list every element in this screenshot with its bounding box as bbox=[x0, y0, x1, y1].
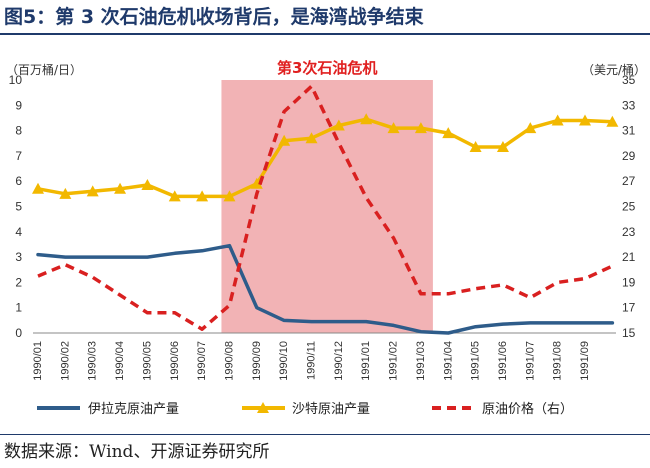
right-tick-label: 33 bbox=[622, 98, 636, 112]
saudi-point-marker bbox=[524, 122, 537, 134]
x-tick-label: 1991/03 bbox=[415, 341, 427, 381]
right-tick-label: 19 bbox=[622, 275, 636, 289]
right-tick-label: 21 bbox=[622, 250, 636, 264]
series-line-saudi bbox=[36, 117, 615, 199]
x-tick-label: 1991/09 bbox=[579, 341, 591, 381]
saudi-point-marker bbox=[278, 134, 291, 146]
x-tick-label: 1991/01 bbox=[360, 341, 372, 381]
left-tick-label: 6 bbox=[15, 174, 22, 188]
saudi-point-marker bbox=[86, 185, 99, 197]
saudi-point-marker bbox=[551, 114, 564, 126]
left-tick-label: 3 bbox=[15, 250, 22, 264]
left-axis-unit: （百万桶/日） bbox=[6, 62, 82, 77]
x-tick-label: 1990/07 bbox=[196, 341, 208, 381]
left-tick-label: 7 bbox=[15, 149, 22, 163]
saudi-point-marker bbox=[114, 182, 127, 194]
saudi-point-marker bbox=[469, 141, 482, 153]
x-tick-label: 1991/07 bbox=[524, 341, 536, 381]
saudi-point-marker bbox=[360, 113, 373, 125]
series-line-iraq bbox=[36, 243, 615, 335]
right-tick-label: 25 bbox=[622, 200, 636, 214]
x-tick-label: 1990/03 bbox=[87, 341, 99, 381]
left-tick-label: 9 bbox=[15, 98, 22, 112]
x-tick-label: 1990/05 bbox=[141, 341, 153, 381]
saudi-point-marker bbox=[223, 190, 236, 202]
left-tick-label: 2 bbox=[15, 275, 22, 289]
right-tick-label: 15 bbox=[622, 326, 636, 340]
saudi-point-marker bbox=[496, 141, 509, 153]
saudi-point-marker bbox=[387, 122, 400, 134]
saudi-point-marker bbox=[196, 190, 209, 202]
right-tick-label: 31 bbox=[622, 124, 636, 138]
left-tick-label: 0 bbox=[15, 326, 22, 340]
saudi-point-marker bbox=[141, 178, 154, 190]
figure-title: 图5：第 3 次石油危机收场背后，是海湾战争结束 bbox=[4, 6, 424, 28]
x-tick-label: 1990/04 bbox=[114, 341, 126, 381]
saudi-point-marker bbox=[332, 119, 345, 131]
saudi-point-marker bbox=[442, 127, 455, 139]
legend-label-oil-price: 原油价格（右） bbox=[482, 401, 573, 417]
legend-label-saudi: 沙特原油产量 bbox=[292, 402, 370, 417]
x-tick-label: 1991/05 bbox=[470, 341, 482, 381]
x-tick-label: 1990/02 bbox=[59, 341, 71, 381]
left-tick-label: 4 bbox=[15, 225, 22, 239]
title-rule bbox=[0, 33, 650, 35]
left-tick-label: 5 bbox=[15, 200, 22, 214]
right-axis-unit: （美元/桶） bbox=[582, 62, 646, 77]
left-tick-label: 8 bbox=[15, 124, 22, 138]
right-tick-label: 17 bbox=[622, 301, 636, 315]
right-tick-label: 29 bbox=[622, 149, 636, 163]
source-note: 数据来源：Wind、开源证券研究所 bbox=[4, 442, 270, 462]
x-tick-label: 1991/06 bbox=[497, 341, 509, 381]
saudi-point-marker bbox=[579, 114, 591, 126]
saudi-point-marker bbox=[59, 187, 72, 199]
left-tick-label: 10 bbox=[9, 73, 23, 87]
saudi-point-marker bbox=[250, 177, 263, 189]
x-tick-label: 1990/12 bbox=[333, 341, 345, 381]
legend-marker-saudi bbox=[257, 402, 269, 413]
saudi-point-marker bbox=[32, 182, 44, 194]
x-tick-label: 1990/10 bbox=[278, 341, 290, 381]
chart-svg: 第3次石油危机 （百万桶/日） （美元/桶） 01234567891015171… bbox=[6, 59, 646, 417]
left-tick-label: 1 bbox=[15, 301, 22, 315]
saudi-point-marker bbox=[305, 132, 318, 144]
x-tick-label: 1990/08 bbox=[223, 341, 235, 381]
series-line-oil-price bbox=[37, 84, 614, 331]
saudi-point-marker bbox=[606, 115, 619, 127]
x-tick-label: 1991/04 bbox=[442, 341, 454, 381]
right-tick-label: 35 bbox=[622, 73, 636, 87]
x-tick-label: 1991/02 bbox=[388, 341, 400, 381]
x-tick-label: 1990/01 bbox=[32, 341, 44, 381]
right-tick-label: 23 bbox=[622, 225, 636, 239]
x-tick-label: 1991/08 bbox=[552, 341, 564, 381]
source-rule bbox=[0, 434, 650, 435]
right-tick-label: 27 bbox=[622, 174, 636, 188]
saudi-point-marker bbox=[168, 190, 181, 202]
x-tick-label: 1990/06 bbox=[169, 341, 181, 381]
x-tick-label: 1990/11 bbox=[306, 341, 318, 380]
saudi-point-marker bbox=[414, 122, 427, 134]
crisis-annotation: 第3次石油危机 bbox=[277, 59, 377, 77]
legend-label-iraq: 伊拉克原油产量 bbox=[88, 402, 179, 417]
x-tick-label: 1990/09 bbox=[251, 341, 263, 381]
